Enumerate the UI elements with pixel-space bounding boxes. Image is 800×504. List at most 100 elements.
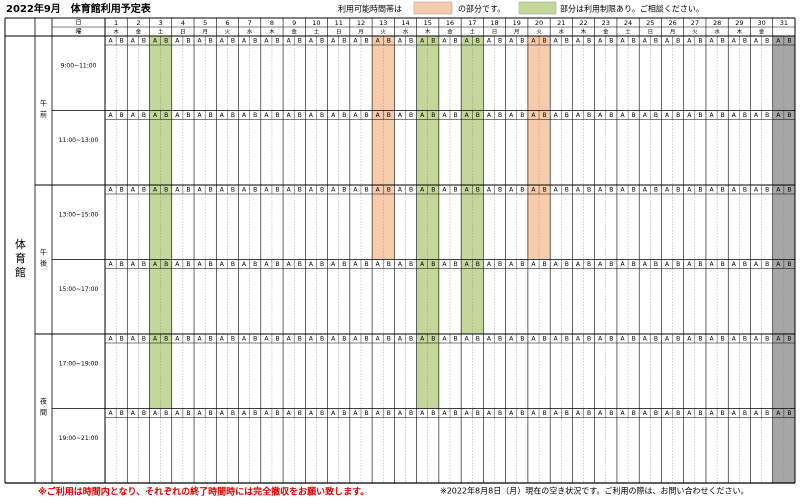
day-number: 28 [713, 19, 721, 27]
sub-label: B [231, 261, 235, 268]
sub-label: A [309, 261, 314, 268]
sub-label: B [565, 38, 569, 45]
sub-label: A [376, 261, 381, 268]
sub-label: A [776, 261, 781, 268]
sub-label: B [431, 38, 435, 45]
sub-label: B [409, 112, 413, 119]
sub-label: B [476, 38, 480, 45]
sub-label: B [431, 336, 435, 343]
sub-label: A [109, 38, 114, 45]
sub-label: B [765, 336, 769, 343]
sub-label: B [587, 410, 591, 417]
sub-label: B [186, 112, 190, 119]
day-number: 30 [757, 19, 765, 27]
sub-label: B [765, 410, 769, 417]
sub-label: A [709, 187, 714, 194]
sub-label: B [142, 336, 146, 343]
sub-label: B [253, 410, 257, 417]
sub-label: B [454, 261, 458, 268]
day-number: 27 [691, 19, 699, 27]
sub-label: B [298, 112, 302, 119]
sub-label: B [721, 38, 725, 45]
sub-label: B [186, 336, 190, 343]
sub-label: A [554, 336, 559, 343]
weekday: 日 [492, 29, 498, 36]
sub-label: A [687, 112, 692, 119]
sub-label: B [186, 187, 190, 194]
time-label: 17:00~19:00 [59, 360, 99, 367]
weekday: 土 [625, 28, 631, 36]
sub-label: A [531, 112, 536, 119]
sub-label: A [531, 261, 536, 268]
sub-label: B [609, 261, 613, 268]
sub-label: B [743, 187, 747, 194]
weekday: 木 [113, 28, 119, 36]
sub-label: B [609, 112, 613, 119]
sub-label: B [721, 112, 725, 119]
sub-label: B [120, 336, 124, 343]
sub-label: B [320, 112, 324, 119]
day-number: 22 [579, 19, 587, 27]
sub-label: A [353, 336, 358, 343]
time-label: 9:00~11:00 [61, 62, 97, 69]
sub-label: B [342, 187, 346, 194]
sub-label: A [465, 410, 470, 417]
sub-label: A [487, 187, 492, 194]
sub-label: B [298, 261, 302, 268]
sub-label: A [398, 187, 403, 194]
sub-label: A [131, 336, 136, 343]
sub-label: A [442, 187, 447, 194]
sub-label: A [398, 261, 403, 268]
day-number: 26 [668, 19, 676, 27]
sub-label: B [275, 410, 279, 417]
sub-label: A [665, 410, 670, 417]
day-number: 19 [513, 19, 521, 27]
sub-label: A [665, 336, 670, 343]
sub-label: B [565, 410, 569, 417]
day-number: 23 [602, 19, 610, 27]
sub-label: B [543, 410, 547, 417]
sub-label: A [242, 38, 247, 45]
weekday: 土 [470, 28, 476, 36]
sub-label: B [298, 187, 302, 194]
day-number: 18 [490, 19, 498, 27]
sub-label: A [153, 336, 158, 343]
sub-label: A [309, 38, 314, 45]
footer-note: ※2022年8月8日（月）現在の空き状況です。ご利用の際は、お問い合わせください… [440, 486, 748, 496]
sub-label: A [732, 38, 737, 45]
sub-label: B [320, 410, 324, 417]
sub-label: A [554, 187, 559, 194]
sub-label: A [376, 112, 381, 119]
day-number: 21 [557, 19, 565, 27]
sub-label: B [431, 410, 435, 417]
sub-label: A [487, 38, 492, 45]
day-number: 10 [312, 19, 320, 27]
sub-label: A [509, 336, 514, 343]
sub-label: B [654, 261, 658, 268]
day-number: 16 [446, 19, 454, 27]
sub-label: B [543, 336, 547, 343]
day-number: 29 [735, 19, 743, 27]
legend-text: 利用可能時間帯は [338, 4, 402, 14]
sub-label: A [309, 410, 314, 417]
sub-label: A [776, 187, 781, 194]
weekday: 火 [536, 30, 542, 36]
sub-label: A [732, 336, 737, 343]
sub-label: B [275, 112, 279, 119]
sub-label: B [787, 261, 791, 268]
sub-label: B [120, 38, 124, 45]
sub-label: B [765, 261, 769, 268]
sub-label: A [309, 112, 314, 119]
period-label: 夜間 [40, 397, 48, 420]
sub-label: A [264, 410, 269, 417]
sub-label: A [554, 112, 559, 119]
weekday: 木 [737, 28, 743, 36]
sub-label: B [520, 38, 524, 45]
sub-label: A [576, 336, 581, 343]
weekday: 水 [247, 28, 253, 36]
sub-label: B [387, 38, 391, 45]
sub-label: A [487, 336, 492, 343]
sub-label: A [264, 112, 269, 119]
sub-label: A [620, 112, 625, 119]
